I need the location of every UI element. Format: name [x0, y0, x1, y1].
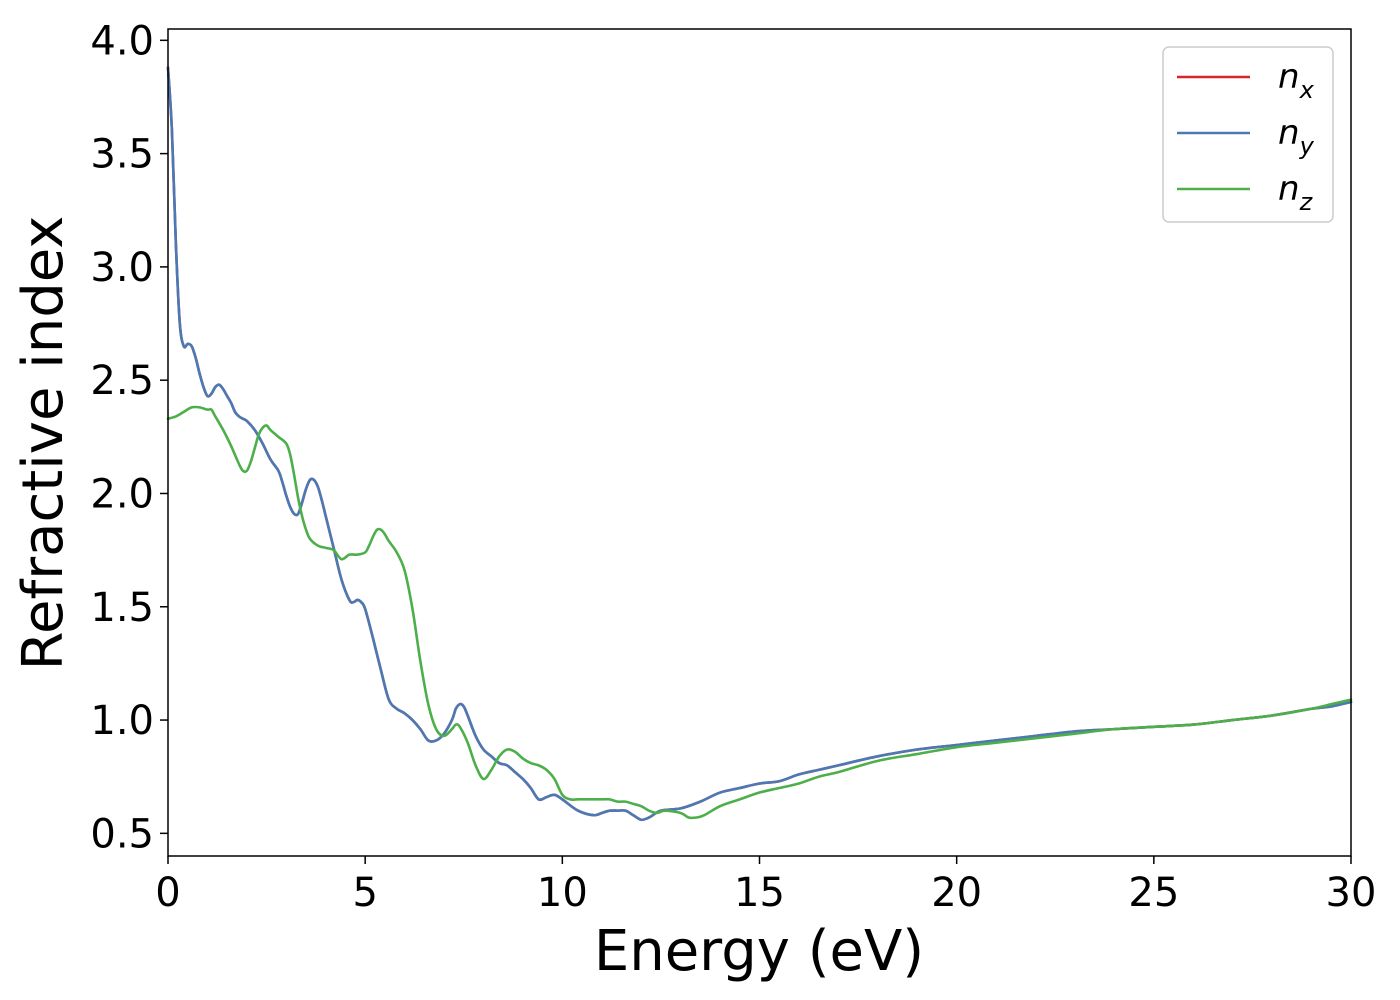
x-tick-label: 25: [1128, 870, 1179, 916]
legend-label-nz: nz: [1278, 169, 1314, 216]
legend-box: [1162, 46, 1334, 223]
legend-label-subscript: y: [1299, 132, 1315, 160]
y-tick-label: 2.5: [90, 358, 154, 404]
x-tick-label: 10: [537, 870, 588, 916]
legend-label-subscript: z: [1299, 188, 1314, 216]
legend-label-base: n: [1278, 169, 1300, 209]
legend-label-ny: ny: [1278, 113, 1315, 160]
x-tick-label: 0: [155, 870, 180, 916]
y-tick-label: 3.0: [90, 245, 154, 291]
legend-label-base: n: [1278, 113, 1300, 153]
y-axis-title: Refractive index: [11, 216, 76, 671]
legend-label-base: n: [1278, 57, 1300, 97]
y-tick-label: 3.5: [90, 132, 154, 178]
x-axis-ticks: 0 5 10 15 20 25 30: [155, 856, 1376, 916]
y-tick-label: 1.0: [90, 698, 154, 744]
legend-label-nx: nx: [1278, 57, 1315, 104]
x-tick-label: 15: [734, 870, 785, 916]
y-tick-label: 2.0: [90, 471, 154, 517]
x-tick-label: 30: [1326, 870, 1377, 916]
y-tick-label: 0.5: [90, 811, 154, 857]
series-line-ny: [166, 66, 1353, 822]
y-tick-label: 4.0: [90, 18, 154, 64]
y-axis-ticks: 0.5 1.0 1.5 2.0 2.5 3.0 3.5 4.0: [90, 18, 168, 857]
series-lines: [166, 66, 1353, 822]
series-line-nz: [166, 405, 1353, 820]
y-tick-label: 1.5: [90, 585, 154, 631]
x-tick-label: 5: [352, 870, 377, 916]
legend-label-subscript: x: [1299, 76, 1315, 104]
x-tick-label: 20: [931, 870, 982, 916]
x-axis-title: Energy (eV): [594, 919, 924, 984]
